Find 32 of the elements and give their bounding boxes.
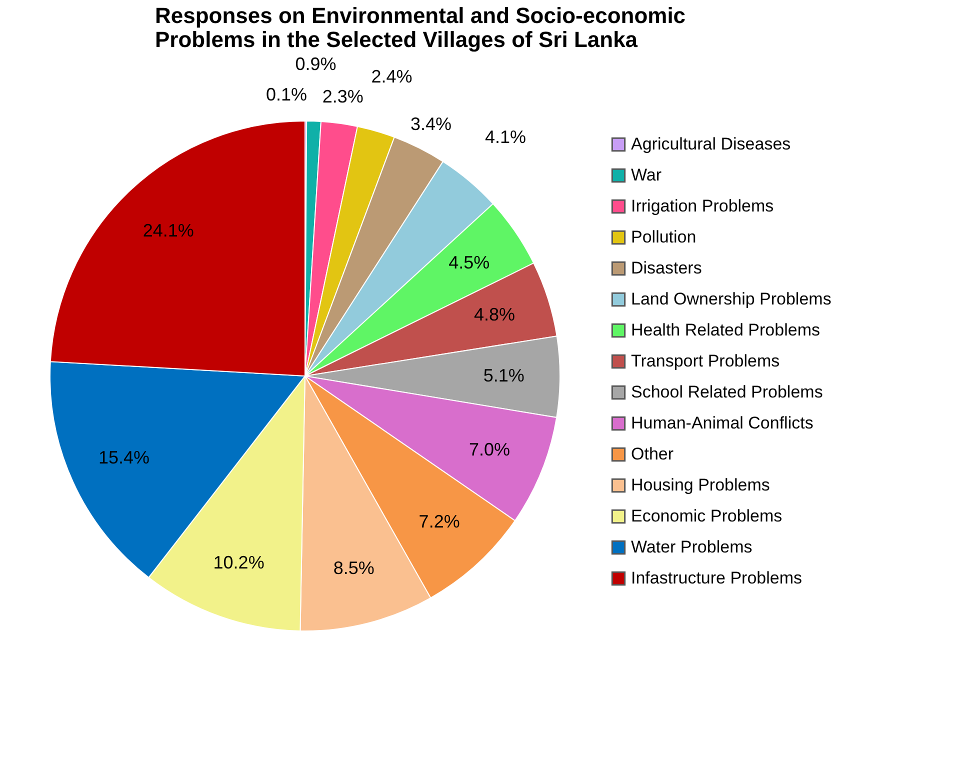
legend-label: War [631,166,662,184]
data-label: 4.8% [474,304,516,325]
legend-label: Transport Problems [631,352,780,370]
data-label: 15.4% [98,447,150,468]
data-label: 4.1% [484,127,526,148]
legend-label: Pollution [631,228,696,246]
legend-label: Water Problems [631,538,752,556]
legend-label: Other [631,444,674,464]
legend-label: Irrigation Problems [631,196,774,216]
legend-label: Infastructure Problems [631,568,802,588]
data-label: 24.1% [142,220,194,240]
legend-label: Health Related Problems [631,320,820,340]
legend-label: Human-Animal Conflicts [631,414,814,432]
legend-label: Housing Problems [631,476,770,494]
data-label: 4.5% [448,252,490,273]
data-label: 7.0% [468,439,510,460]
data-label: 2.3% [322,86,364,107]
data-label: 10.2% [213,552,264,573]
data-label: 0.1% [266,84,307,105]
data-label: 8.5% [333,558,374,578]
text: Problems in the Selected Villages of Sri Lanka [155,27,638,52]
data-label: 3.4% [410,114,452,134]
legend-label: School Related Problems [631,382,823,402]
legend-label: Agricultural Diseases [631,134,791,154]
data-label: 5.1% [483,366,524,386]
legend-label: Economic Problems [631,506,782,526]
data-label: 2.4% [371,66,412,86]
data-label: 0.9% [295,54,336,74]
data-label: 7.2% [418,512,460,532]
legend-label: Land Ownership Problems [631,290,832,308]
text: Responses on Environmental and Socio-economic [155,3,686,28]
legend-label: Disasters [631,258,702,278]
